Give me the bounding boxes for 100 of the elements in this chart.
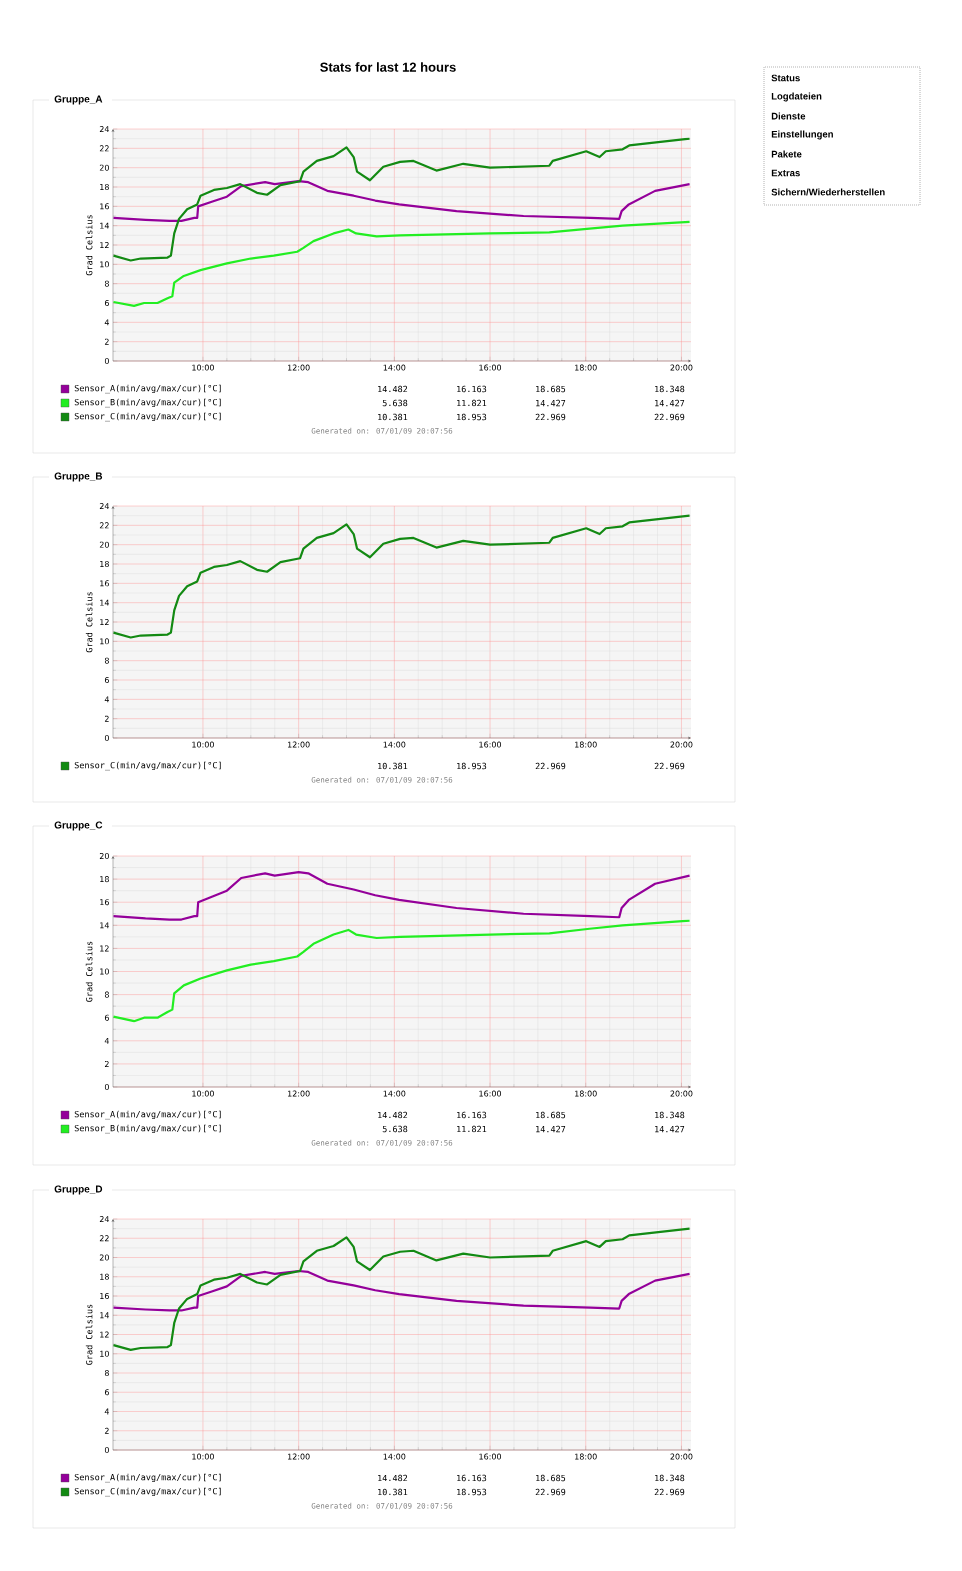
line-series [113,220,691,308]
y-tick-label: 8 [104,1369,109,1377]
y-tick-label: 14 [100,222,110,229]
text: 14.482 [378,1474,408,1482]
text: Einstellungen [771,130,833,140]
text: 11.821 [457,1125,487,1133]
y-tick-label: 22 [99,1235,109,1242]
x-tick-label: 18:00 [575,741,597,748]
y-tick-label: 14 [100,599,110,606]
x-tick-label: 14:00 [383,1453,406,1460]
y-tick-label: 0 [104,734,109,742]
text: 10.381 [378,413,408,421]
y-tick-label: 8 [104,657,109,664]
y-axis-title: Grad Celsius [85,215,93,276]
text: 14.427 [536,399,566,407]
text: 14.427 [655,1125,685,1133]
x-tick-label: 14:00 [383,1090,406,1097]
y-tick-label: 14 [100,922,110,929]
line-series [113,514,691,639]
legend-label: Sensor_B(min/avg/max/cur)[°C] [74,1124,221,1134]
y-tick-label: 2 [104,1060,109,1067]
x-tick-label: 12:00 [288,1453,310,1460]
y-tick-label: 2 [104,715,109,722]
x-tick-label: 10:00 [192,364,214,371]
y-tick-label: 12 [100,945,109,952]
y-tick-label: 24 [99,126,110,132]
x-tick-label: 16:00 [479,364,502,371]
text: 18.348 [655,1474,685,1482]
y-tick-label: 16 [100,580,109,587]
text: 10.381 [378,762,408,770]
y-tick-label: 8 [104,991,109,998]
text: 18.953 [457,1488,487,1496]
text: 18.685 [536,1474,566,1482]
chart-title: Gruppe_C [54,821,103,831]
line-series [113,137,691,262]
text: 18.348 [655,1111,685,1119]
text: 11.821 [457,399,487,407]
legend-label: Sensor_A(min/avg/max/cur)[°C] [74,1110,221,1120]
y-tick-label: 18 [100,876,109,883]
legend-label: Sensor_A(min/avg/max/cur)[°C] [74,1473,221,1483]
legend-label: Sensor_B(min/avg/max/cur)[°C] [74,398,221,408]
x-tick-label: 16:00 [479,741,502,748]
y-tick-label: 12 [100,242,109,248]
y-tick-label: 12 [100,619,109,625]
text: 14.482 [378,385,408,393]
y-tick-label: 2 [104,338,109,345]
y-tick-label: 4 [104,319,110,326]
line-series [113,871,691,921]
y-tick-label: 22 [99,145,109,152]
text: 22.969 [654,413,685,421]
line-series [113,1269,691,1312]
text: Extras [771,169,800,177]
text: 14.427 [655,399,685,407]
y-tick-label: 12 [100,1331,109,1338]
x-tick-label: 18:00 [575,364,597,371]
line-series [113,1227,691,1352]
y-tick-label: 8 [104,280,109,287]
text: 14.427 [536,1125,566,1133]
y-tick-label: 20 [99,1254,109,1261]
x-tick-label: 16:00 [479,1090,502,1097]
chart-title: Gruppe_B [54,472,103,482]
x-tick-label: 12:00 [288,741,310,748]
x-tick-label: 20:00 [670,741,693,748]
text: Dienste [771,112,806,120]
text: 18.685 [536,1111,566,1119]
text: 18.953 [457,762,487,770]
text: 22.969 [654,1488,685,1496]
text: 22.969 [535,762,566,770]
y-tick-label: 14 [100,1312,110,1319]
y-tick-label: 20 [99,852,109,860]
y-tick-label: 6 [104,299,109,307]
x-tick-label: 16:00 [479,1453,502,1460]
x-tick-label: 18:00 [575,1090,597,1097]
y-tick-label: 6 [104,1014,109,1021]
y-tick-label: 10 [100,638,109,645]
text: 5.638 [382,1125,408,1133]
y-tick-label: 16 [100,203,109,210]
line-series [113,919,691,1023]
y-axis-title: Grad Celsius [85,592,93,653]
chart-title: Gruppe_A [54,95,103,105]
x-tick-label: 20:00 [670,1090,693,1097]
chart-title: Gruppe_D [54,1185,103,1195]
text: Pakete [771,150,802,158]
x-tick-label: 14:00 [383,364,406,371]
x-tick-label: 18:00 [575,1453,597,1460]
y-axis-title: Grad Celsius [85,941,93,1002]
y-tick-label: 10 [100,968,109,975]
y-tick-label: 4 [104,1037,110,1044]
text: 10.381 [378,1488,408,1496]
y-tick-label: 18 [100,1273,109,1280]
x-tick-label: 12:00 [288,364,310,371]
y-tick-label: 16 [100,899,109,906]
text: 22.969 [654,762,685,770]
y-tick-label: 24 [99,503,110,509]
y-tick-label: 4 [104,696,110,703]
y-tick-label: 24 [99,1216,110,1222]
text: 22.969 [535,413,566,421]
text: Status [771,74,800,82]
x-tick-label: 10:00 [192,1090,214,1097]
text: Stats for last 12 hours [320,62,456,72]
